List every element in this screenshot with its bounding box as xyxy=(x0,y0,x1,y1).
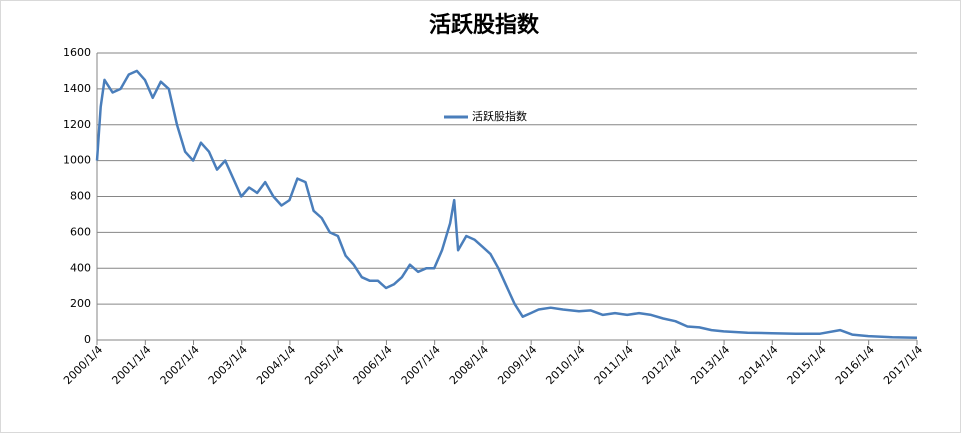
y-tick-label: 200 xyxy=(70,297,91,310)
y-tick-label: 800 xyxy=(70,190,91,203)
line-series xyxy=(95,69,918,340)
y-tick-label: 1600 xyxy=(63,46,91,59)
legend-label: 活跃股指数 xyxy=(472,109,527,123)
y-tick-label: 1400 xyxy=(63,82,91,95)
chart-title: 活跃股指数 xyxy=(429,12,540,38)
y-tick-label: 400 xyxy=(70,261,91,274)
y-tick-label: 0 xyxy=(84,333,91,346)
y-tick-label: 600 xyxy=(70,225,91,238)
y-tick-label: 1000 xyxy=(63,154,91,167)
y-tick-label: 1200 xyxy=(63,118,91,131)
